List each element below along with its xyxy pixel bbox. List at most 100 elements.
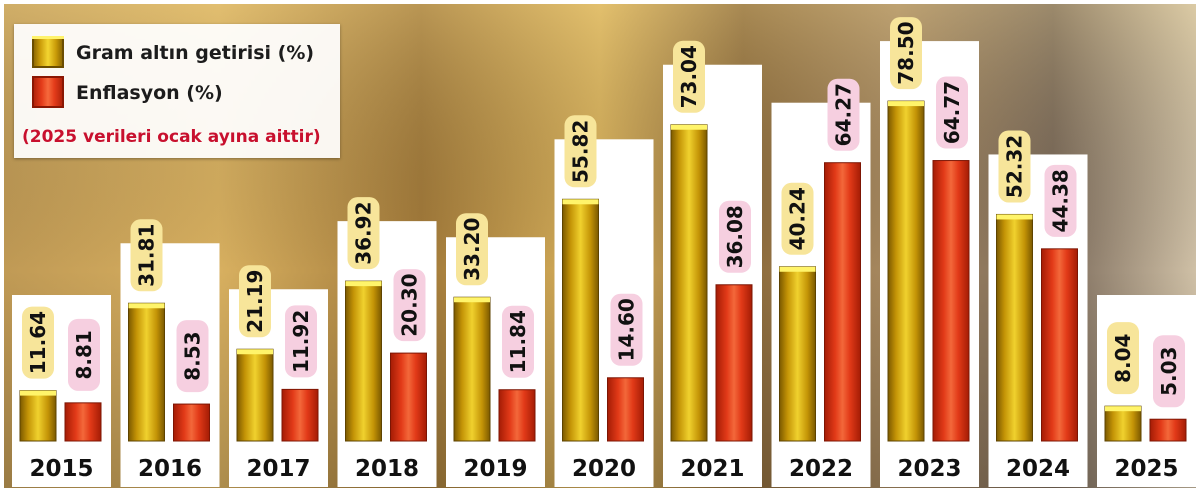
data-label-box xyxy=(781,182,814,255)
data-label-gram-alt-n-getirisi: 52.32 xyxy=(1003,135,1027,198)
data-label-box xyxy=(1044,164,1077,237)
year-group-2015: 11.64 8.81 2015 xyxy=(12,295,111,487)
data-label-box xyxy=(890,17,922,90)
bar-gram-alt-n-getirisi xyxy=(779,266,816,442)
bar-gold-cap xyxy=(562,199,599,205)
data-label-box xyxy=(998,130,1031,203)
data-label-enflasyon: 5.03 xyxy=(1157,347,1181,396)
data-label-box xyxy=(347,197,380,270)
bar-gold-cap xyxy=(128,303,165,309)
data-label-box xyxy=(393,269,426,342)
data-label-box xyxy=(1107,322,1139,395)
bar-gram-alt-n-getirisi xyxy=(996,213,1033,442)
year-label: 2016 xyxy=(138,456,202,482)
bar-enflasyon xyxy=(64,402,102,442)
year-label: 2024 xyxy=(1006,456,1070,482)
data-label-gram-alt-n-getirisi: 33.20 xyxy=(460,218,484,281)
data-label-box xyxy=(502,305,534,378)
year-label: 2020 xyxy=(572,456,636,482)
bar-enflasyon xyxy=(173,403,210,442)
data-label-box xyxy=(936,76,968,149)
data-label-box xyxy=(239,265,271,338)
bar-enflasyon xyxy=(281,388,319,442)
data-label-enflasyon: 8.81 xyxy=(72,330,96,379)
year-group-2020: 55.82 14.60 2020 xyxy=(554,115,654,488)
bar-gram-alt-n-getirisi xyxy=(453,296,491,442)
bar-enflasyon xyxy=(824,162,861,442)
data-label-enflasyon: 64.77 xyxy=(940,81,964,144)
data-label-enflasyon: 36.08 xyxy=(723,205,747,268)
bar-gram-alt-n-getirisi xyxy=(1104,405,1142,442)
data-label-box xyxy=(68,318,100,391)
data-label-box xyxy=(610,293,643,366)
bar-enflasyon xyxy=(1041,248,1078,442)
data-label-gram-alt-n-getirisi: 73.04 xyxy=(677,45,701,108)
data-label-box xyxy=(673,40,705,113)
year-label: 2018 xyxy=(355,456,419,482)
bar-enflasyon xyxy=(498,389,536,442)
data-label-enflasyon: 11.92 xyxy=(289,310,313,373)
data-label-gram-alt-n-getirisi: 31.81 xyxy=(135,224,159,287)
bar-enflasyon xyxy=(390,352,427,442)
data-label-box xyxy=(285,305,317,378)
year-label: 2025 xyxy=(1114,456,1178,482)
data-label-gram-alt-n-getirisi: 55.82 xyxy=(569,120,593,183)
legend-label-inflation: Enflasyon (%) xyxy=(76,82,223,104)
data-label-gram-alt-n-getirisi: 36.92 xyxy=(352,202,376,265)
data-label-box xyxy=(1153,335,1185,408)
bar-gram-alt-n-getirisi xyxy=(345,280,382,442)
bar-enflasyon xyxy=(932,160,970,442)
data-label-enflasyon: 8.53 xyxy=(181,331,205,380)
bar-gold-cap xyxy=(345,281,382,287)
data-label-box xyxy=(130,219,163,292)
data-label-gram-alt-n-getirisi: 11.64 xyxy=(26,311,50,374)
bar-gram-alt-n-getirisi xyxy=(670,124,708,442)
year-group-2022: 40.24 64.27 2022 xyxy=(771,78,871,487)
year-label: 2022 xyxy=(789,456,853,482)
year-group-2021: 73.04 36.08 2021 xyxy=(663,40,762,487)
bar-gold-cap xyxy=(996,214,1033,220)
bar-gold-cap xyxy=(20,390,56,396)
bar-gold-cap xyxy=(779,266,816,272)
data-label-box xyxy=(827,78,860,151)
bar-gram-alt-n-getirisi xyxy=(236,348,274,442)
year-label: 2017 xyxy=(246,456,310,482)
year-group-2023: 78.50 64.77 2023 xyxy=(880,17,979,487)
bar-gold-cap xyxy=(454,297,490,303)
bar-gram-alt-n-getirisi xyxy=(562,198,599,442)
legend: Gram altın getirisi (%) Enflasyon (%) (2… xyxy=(14,24,340,158)
data-label-gram-alt-n-getirisi: 40.24 xyxy=(786,187,810,250)
year-label: 2023 xyxy=(897,456,961,482)
bar-gram-alt-n-getirisi xyxy=(19,390,57,442)
data-label-enflasyon: 20.30 xyxy=(398,273,422,336)
bar-gram-alt-n-getirisi xyxy=(887,100,925,442)
data-label-enflasyon: 14.60 xyxy=(615,298,639,361)
data-label-box xyxy=(22,306,54,379)
bar-enflasyon xyxy=(607,377,644,442)
legend-swatch-inflation xyxy=(32,76,64,108)
data-label-enflasyon: 64.27 xyxy=(832,83,856,146)
year-label: 2021 xyxy=(680,456,744,482)
bar-gold-cap xyxy=(1105,406,1141,412)
legend-note: (2025 verileri ocak ayına aittir) xyxy=(22,127,321,147)
bar-enflasyon xyxy=(1149,418,1187,442)
bar-gram-alt-n-getirisi xyxy=(128,302,165,442)
year-group-2019: 33.20 11.84 2019 xyxy=(446,213,545,487)
year-group-2025: 8.04 5.03 2025 xyxy=(1097,295,1196,487)
data-label-enflasyon: 11.84 xyxy=(506,310,530,373)
data-label-gram-alt-n-getirisi: 21.19 xyxy=(243,270,267,333)
bar-enflasyon xyxy=(715,284,753,442)
data-label-box xyxy=(564,115,597,188)
year-label: 2015 xyxy=(29,456,93,482)
year-label: 2019 xyxy=(463,456,527,482)
data-label-box xyxy=(456,213,488,286)
year-group-2018: 36.92 20.30 2018 xyxy=(337,197,437,487)
legend-label-gold: Gram altın getirisi (%) xyxy=(76,42,315,64)
data-label-gram-alt-n-getirisi: 78.50 xyxy=(894,21,918,84)
data-label-enflasyon: 44.38 xyxy=(1049,169,1073,232)
bars-layer: 11.64 8.81 2015 31.81 8.53 2016 21.19 11.92 2017… xyxy=(12,17,1196,488)
year-group-2024: 52.32 44.38 2024 xyxy=(988,130,1088,487)
year-group-2016: 31.81 8.53 2016 xyxy=(120,219,220,487)
